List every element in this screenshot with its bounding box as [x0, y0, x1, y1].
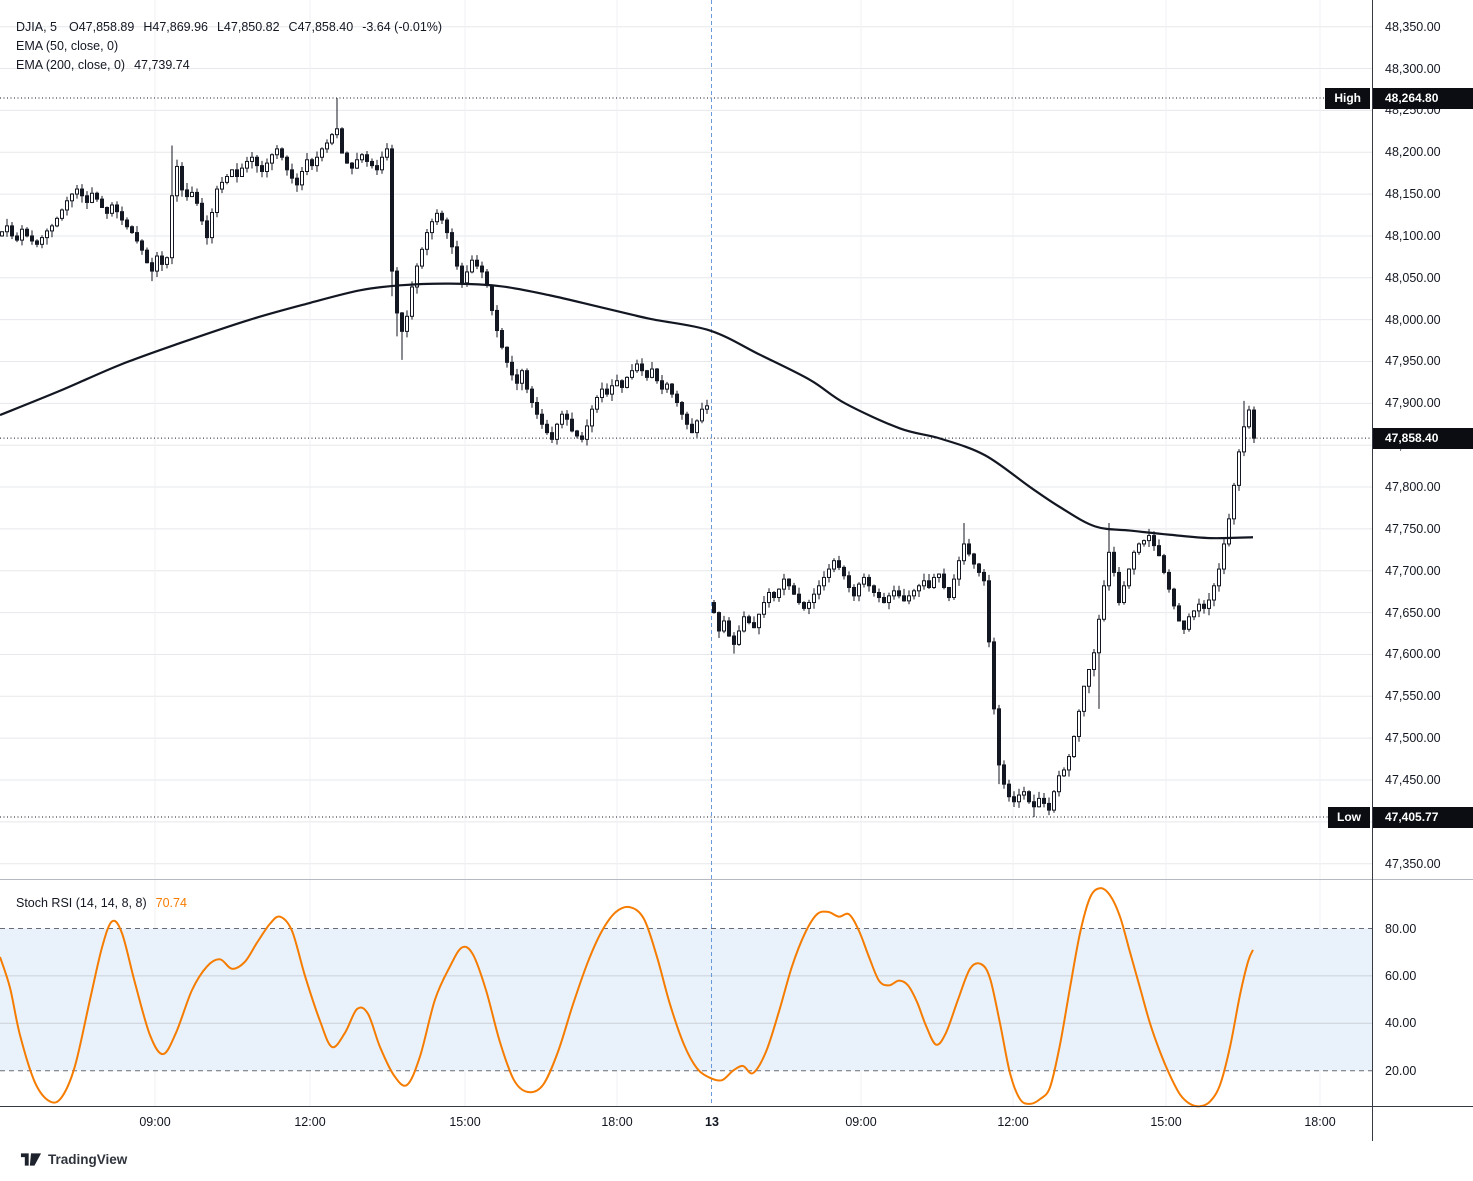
price-tick-label: 48,000.00	[1385, 312, 1441, 327]
ema200-value: 47,739.74	[134, 58, 190, 72]
time-tick-label: 18:00	[601, 1115, 633, 1129]
tradingview-logo[interactable]: TradingView	[20, 1151, 127, 1168]
time-tick-label: 15:00	[449, 1115, 481, 1129]
session-low-badge: 47,405.77	[1373, 806, 1473, 828]
stoch-rsi-label: Stoch RSI (14, 14, 8, 8)	[16, 896, 147, 910]
change-value: -3.64 (-0.01%)	[362, 20, 443, 34]
price-tick-label: 47,900.00	[1385, 396, 1441, 411]
stoch-tick-label: 40.00	[1385, 1016, 1417, 1031]
marker-lines	[0, 97, 1372, 818]
price-tick-label: 48,300.00	[1385, 61, 1441, 76]
last-price-badge: 47,858.40	[1373, 427, 1473, 449]
session-high-badge: 48,264.80	[1373, 87, 1473, 109]
time-tick-label: 15:00	[1150, 1115, 1182, 1129]
price-tick-label: 47,500.00	[1385, 731, 1441, 746]
price-tick-label: 47,550.00	[1385, 689, 1441, 704]
ema-200-line	[0, 282, 1254, 540]
price-tick-label: 47,700.00	[1385, 563, 1441, 578]
time-tick-label: 12:00	[997, 1115, 1029, 1129]
ema50-label: EMA (50, close, 0)	[16, 39, 119, 53]
ema200-label: EMA (200, close, 0)	[16, 58, 126, 72]
session-high-tag: High	[1325, 87, 1370, 109]
price-tick-label: 47,350.00	[1385, 856, 1441, 871]
price-tick-label: 48,350.00	[1385, 19, 1441, 34]
stoch-rsi-line	[0, 887, 1254, 1108]
stoch-tick-label: 60.00	[1385, 968, 1417, 983]
time-axis[interactable]: 09:00 12:00 15:00 18:00 13 09:00 12:00 15:00 18:…	[0, 1107, 1372, 1140]
tradingview-logo-icon	[20, 1153, 42, 1166]
stoch-tick-label: 80.00	[1385, 921, 1417, 936]
ema200-legend[interactable]: EMA (200, close, 0) 47,739.74	[16, 58, 190, 73]
symbol-ohlc-row: DJIA, 5 O47,858.89 H47,869.96 L47,850.82 C47…	[16, 20, 451, 35]
time-tick-label: 09:00	[845, 1115, 877, 1129]
time-tick-label: 13	[705, 1115, 719, 1129]
session-low-tag: Low	[1328, 806, 1370, 828]
price-tick-label: 47,600.00	[1385, 647, 1441, 662]
ohlc-token: O47,858.89	[69, 20, 135, 34]
ohlc-token: H47,869.96	[143, 20, 208, 34]
time-tick-label: 09:00	[139, 1115, 171, 1129]
time-tick-label: 18:00	[1304, 1115, 1336, 1129]
ohlc-token: L47,850.82	[216, 20, 280, 34]
time-tick-label: 12:00	[294, 1115, 326, 1129]
price-tick-label: 48,050.00	[1385, 270, 1441, 285]
price-tick-label: 47,800.00	[1385, 480, 1441, 495]
price-tick-label: 47,950.00	[1385, 354, 1441, 369]
symbol-title[interactable]: DJIA, 5	[16, 20, 57, 34]
ema50-legend[interactable]: EMA (50, close, 0)	[16, 39, 118, 54]
ohlc-values: O47,858.89 H47,869.96 L47,850.82 C47,858.40	[69, 20, 362, 34]
price-tick-label: 48,200.00	[1385, 145, 1441, 160]
stoch-rsi-value: 70.74	[155, 896, 187, 910]
candles-series	[0, 98, 1256, 818]
ohlc-token: C47,858.40	[288, 20, 354, 34]
price-tick-label: 47,450.00	[1385, 772, 1441, 787]
price-tick-label: 48,150.00	[1385, 187, 1441, 202]
grid-lines	[0, 0, 1372, 1107]
price-axis[interactable]: 48,350.00 48,300.00 48,250.00 48,200.00 48,1…	[1373, 0, 1473, 1141]
stoch-rsi-legend[interactable]: Stoch RSI (14, 14, 8, 8) 70.74	[16, 896, 187, 911]
price-tick-label: 47,650.00	[1385, 605, 1441, 620]
stoch-tick-label: 20.00	[1385, 1063, 1417, 1078]
price-tick-label: 48,100.00	[1385, 228, 1441, 243]
tradingview-brand-text: TradingView	[48, 1152, 128, 1167]
price-tick-label: 47,750.00	[1385, 521, 1441, 536]
